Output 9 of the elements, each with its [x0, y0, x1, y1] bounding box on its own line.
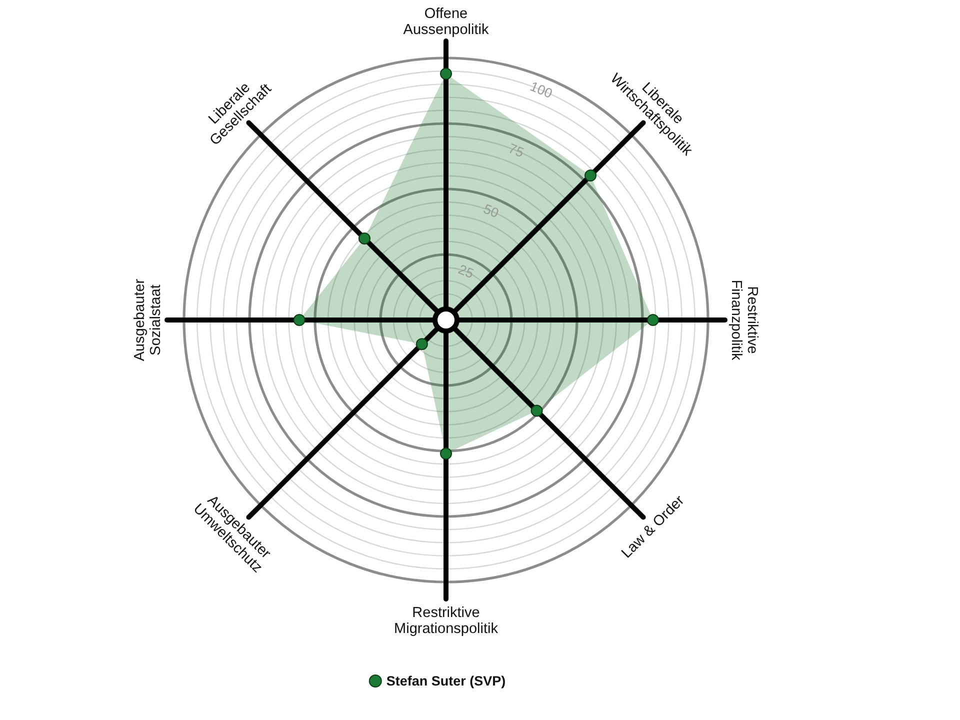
- spoke-label: Offene Aussenpolitik: [403, 6, 490, 38]
- spoke-label: Ausgebauter Sozialstaat: [132, 278, 164, 362]
- spoke-label: Restriktive Migrationspolitik: [394, 605, 499, 637]
- spoke-label: Restriktive Finanzpolitik: [728, 280, 760, 362]
- legend-label: Stefan Suter (SVP): [386, 674, 506, 688]
- y-tick-label: 50: [481, 201, 501, 221]
- y-tick-label: 75: [506, 140, 526, 160]
- y-tick-label: 25: [456, 262, 476, 282]
- y-tick-label: 100: [528, 78, 555, 102]
